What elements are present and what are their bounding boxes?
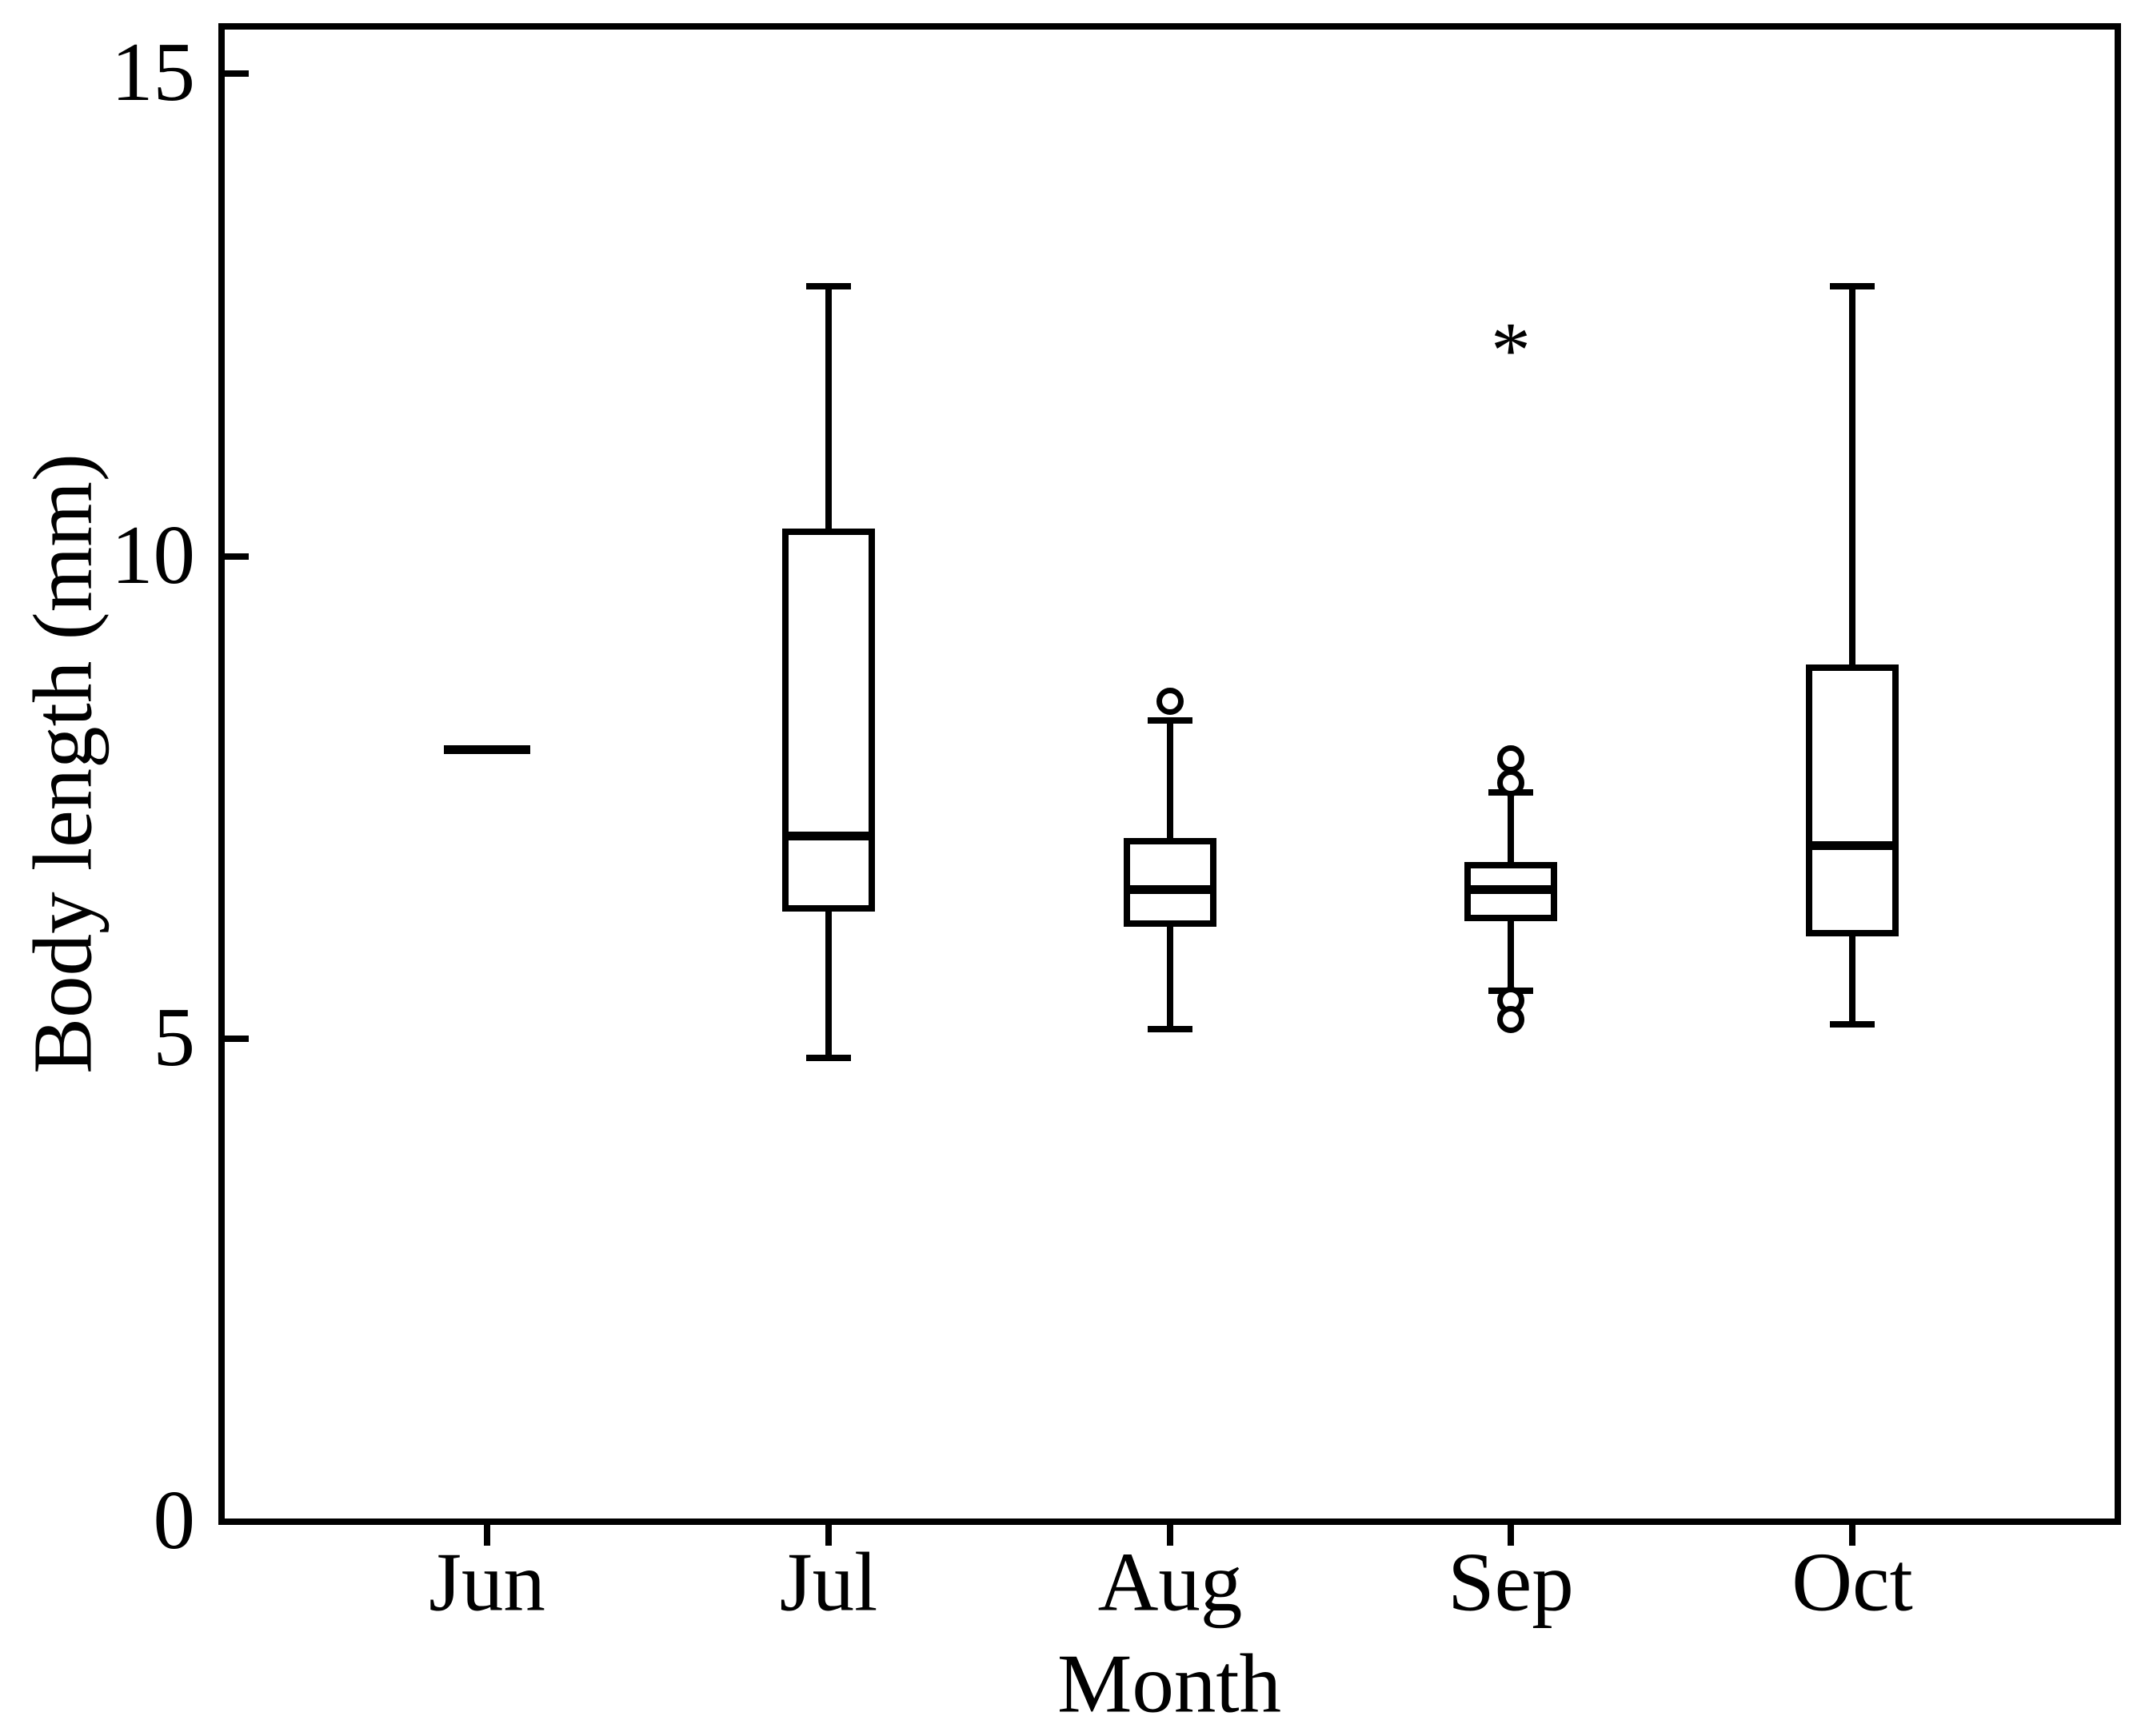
x-tick xyxy=(484,1525,490,1546)
iqr-box xyxy=(1124,838,1216,927)
y-tick-label: 10 xyxy=(111,508,195,602)
plot-area: * xyxy=(218,23,2121,1525)
whisker-line xyxy=(1849,286,1855,668)
median-line xyxy=(1127,885,1213,894)
y-tick xyxy=(225,70,249,77)
whisker-cap xyxy=(806,1055,851,1061)
y-tick xyxy=(225,553,249,560)
median-line xyxy=(1468,885,1554,894)
x-tick xyxy=(825,1525,832,1546)
whisker-line xyxy=(1508,792,1514,865)
category-label: Sep xyxy=(1448,1534,1574,1629)
category-label: Oct xyxy=(1791,1534,1913,1629)
category-label: Jul xyxy=(779,1534,878,1629)
x-tick xyxy=(1167,1525,1173,1546)
whisker-line xyxy=(1167,720,1173,841)
y-tick-label: 15 xyxy=(111,25,195,119)
whisker-line xyxy=(1167,923,1173,1029)
whisker-line xyxy=(825,286,832,533)
median-line xyxy=(1809,841,1895,850)
whisker-line xyxy=(1849,933,1855,1025)
outlier-circle xyxy=(1497,1006,1524,1033)
median-line xyxy=(444,745,530,754)
whisker-cap xyxy=(1148,1026,1192,1032)
y-tick xyxy=(225,1036,249,1042)
median-line xyxy=(785,832,872,840)
y-tick-label: 0 xyxy=(153,1473,196,1567)
iqr-box xyxy=(1806,664,1899,936)
outlier-circle xyxy=(1497,745,1524,772)
outlier-circle xyxy=(1156,688,1184,715)
whisker-line xyxy=(1508,918,1514,991)
category-label: Jun xyxy=(429,1534,545,1629)
y-tick-label: 5 xyxy=(153,990,196,1084)
far-outlier-asterisk: * xyxy=(1491,305,1531,394)
x-axis-title: Month xyxy=(1057,1636,1282,1730)
x-tick xyxy=(1849,1525,1855,1546)
x-tick xyxy=(1508,1525,1514,1546)
outlier-circle xyxy=(1497,769,1524,796)
whisker-line xyxy=(825,908,832,1058)
iqr-box xyxy=(782,529,875,912)
category-label: Aug xyxy=(1097,1534,1243,1629)
